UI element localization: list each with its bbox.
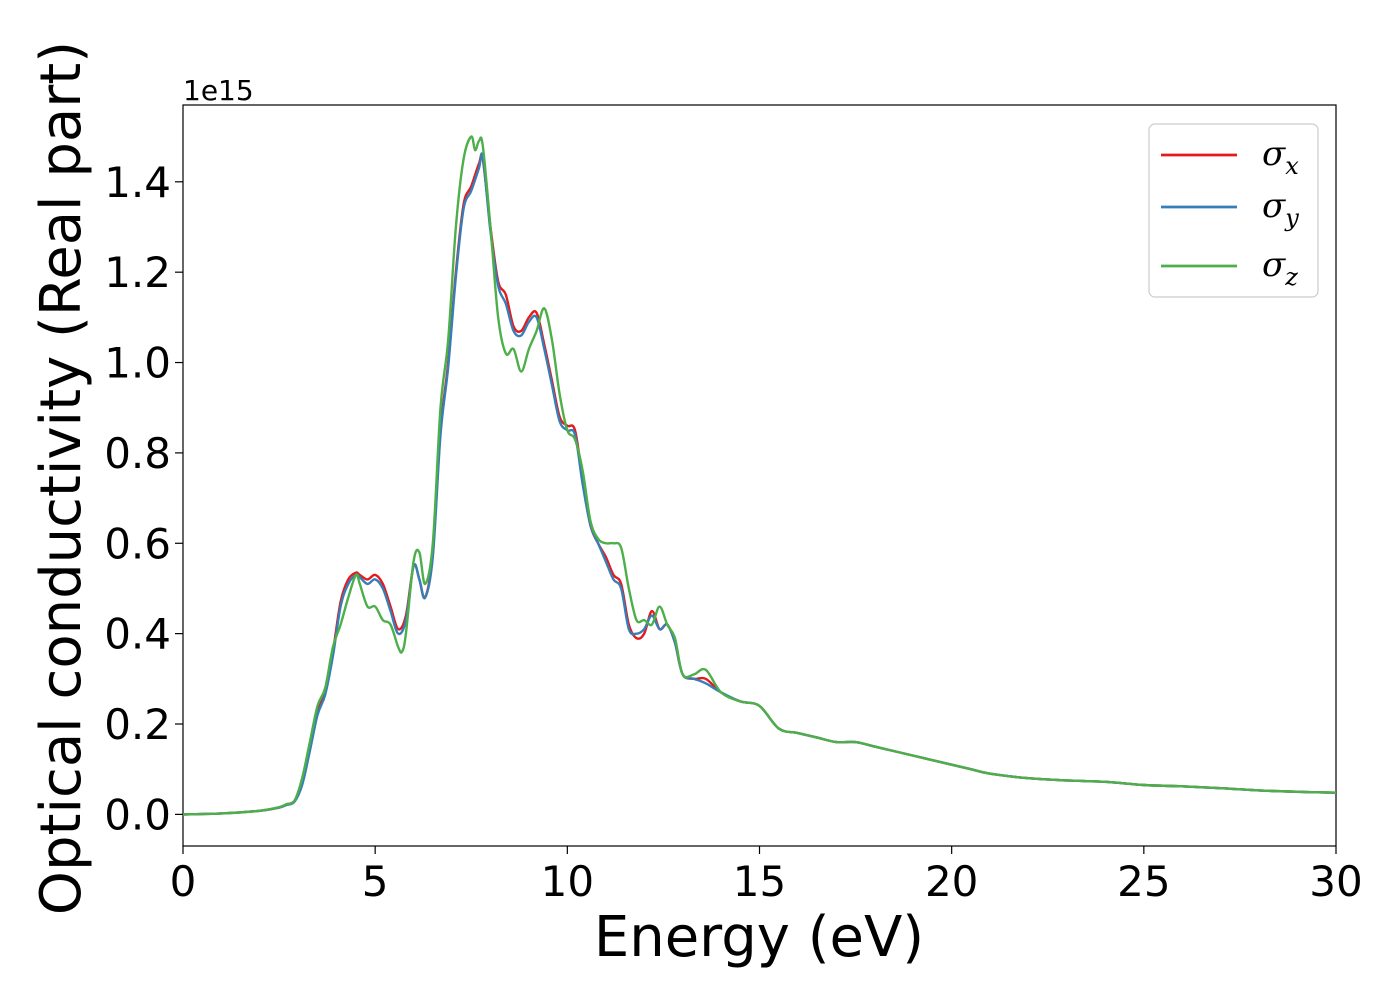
legend-subscript: x [1285,152,1299,180]
x-tick-label: 0 [170,857,197,906]
y-tick-label: 1.2 [104,248,171,297]
legend-label-z: σz [1262,245,1298,291]
series-line-z [183,135,1336,816]
legend-label-y: σy [1262,186,1299,232]
x-tick-label: 5 [362,857,389,906]
legend-subscript: y [1284,204,1299,232]
legend-symbol: σ [1262,245,1286,285]
x-tick-label: 30 [1309,857,1362,906]
legend-symbol: σ [1262,134,1286,174]
x-tick-label: 15 [733,857,786,906]
y-tick-label: 1.4 [104,158,171,207]
legend-label-x: σx [1262,134,1299,180]
y-axis-label: Optical conductivity (Real part) [29,41,94,915]
y-tick-label: 0.2 [104,700,171,749]
x-axis-label: Energy (eV) [594,905,924,970]
x-tick-label: 20 [925,857,978,906]
legend-box [1148,123,1319,298]
y-tick-label: 0.4 [104,610,171,659]
legend-subscript: z [1284,263,1298,291]
legend-symbol: σ [1262,186,1286,226]
y-tick-label: 0.6 [104,519,171,568]
y-tick-label: 0.0 [104,790,171,839]
y-axis-ticks: 0.0 0.2 0.4 0.6 0.8 1.0 1.2 1.4 [104,158,183,839]
x-axis-ticks: 0 5 10 15 20 25 30 [170,846,1363,906]
x-tick-label: 10 [541,857,594,906]
y-tick-label: 1.0 [104,339,171,388]
y-axis-offset-label: 1e15 [183,74,254,107]
series-group [183,135,1336,816]
x-tick-label: 25 [1117,857,1170,906]
y-tick-label: 0.8 [104,429,171,478]
